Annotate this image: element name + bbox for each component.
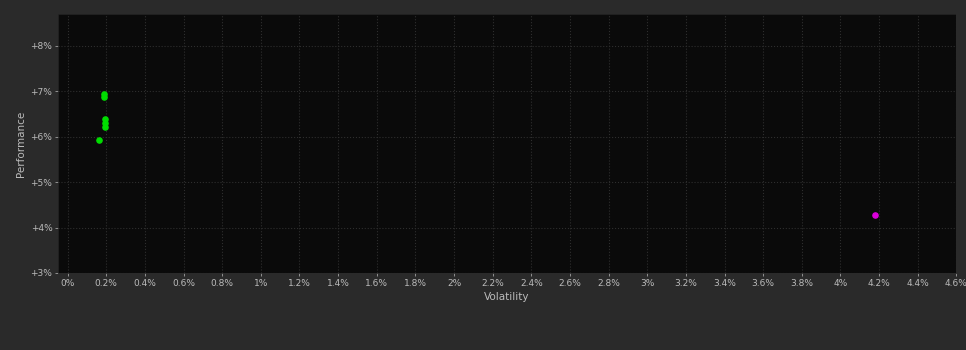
Point [97, 94, 112, 100]
Point [97, 91, 112, 96]
Point [98, 120, 113, 126]
Point [92, 137, 107, 143]
Point [867, 212, 883, 218]
Point [98, 124, 113, 130]
Y-axis label: Performance: Performance [16, 110, 26, 177]
X-axis label: Volatility: Volatility [484, 292, 530, 302]
Point [98, 117, 113, 122]
